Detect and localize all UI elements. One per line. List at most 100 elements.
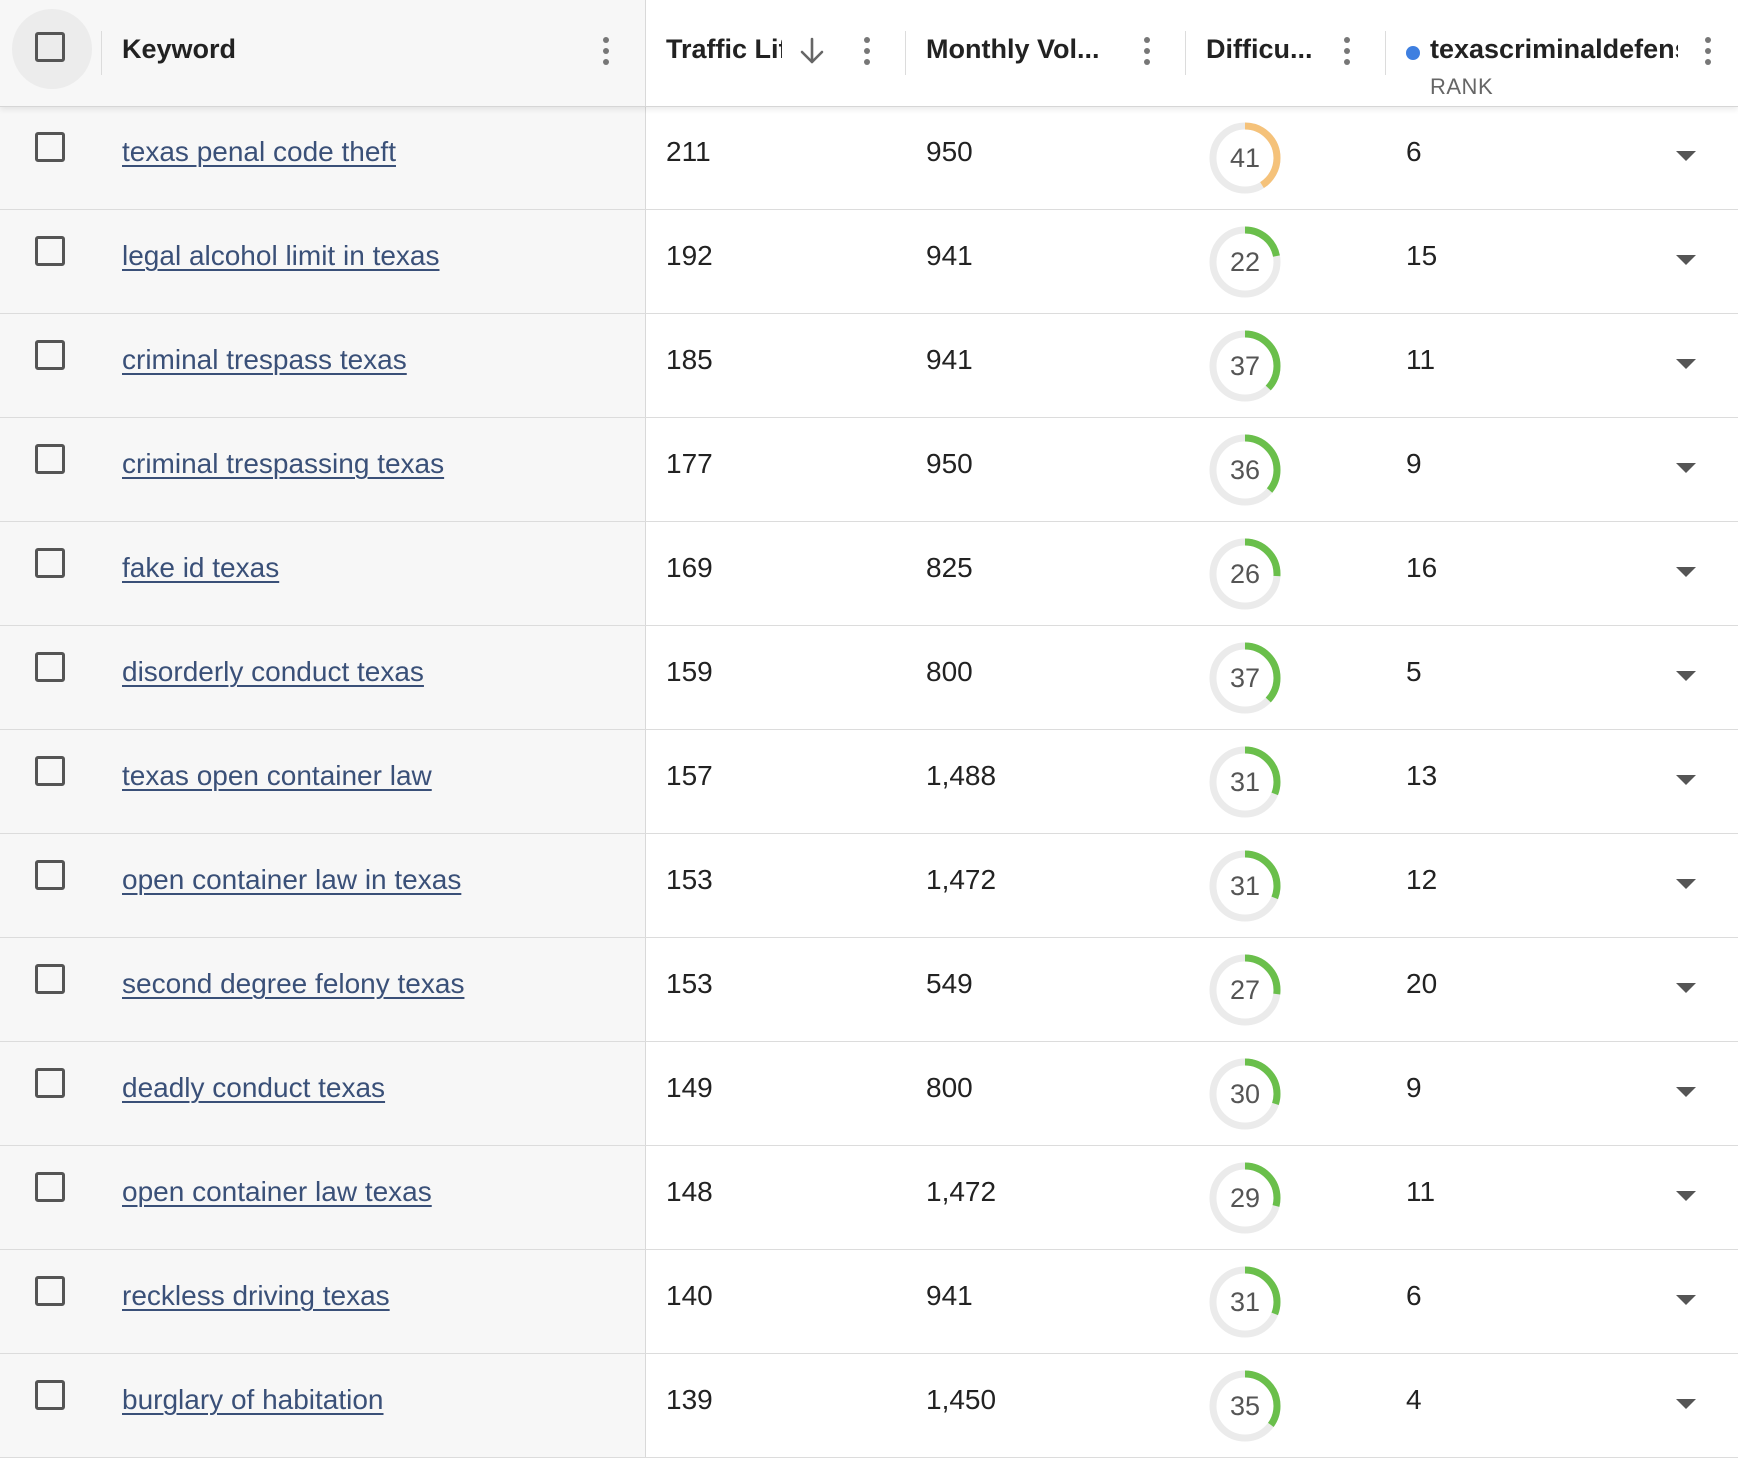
table-row: criminal trespass texas 185 941 37 11: [0, 314, 1738, 418]
expand-row-caret-down-icon[interactable]: [1676, 151, 1696, 161]
keyword-link[interactable]: texas penal code theft: [122, 136, 396, 167]
difficulty-value: 29: [1229, 1183, 1261, 1213]
keyword-cell: texas penal code theft: [0, 106, 646, 209]
volume-header-label[interactable]: Monthly Vol...: [926, 34, 1100, 64]
row-checkbox[interactable]: [35, 964, 65, 994]
traffic-value: 157: [666, 760, 713, 791]
expand-row-caret-down-icon[interactable]: [1676, 463, 1696, 473]
difficulty-ring: 22: [1206, 223, 1284, 301]
expand-row-caret-down-icon[interactable]: [1676, 359, 1696, 369]
keyword-link[interactable]: open container law in texas: [122, 864, 462, 895]
keyword-link[interactable]: second degree felony texas: [122, 968, 465, 999]
table-row: texas open container law 157 1,488 31 13: [0, 730, 1738, 834]
table-header: Keyword Traffic Lif Monthly Vol... Diffi…: [0, 0, 1738, 107]
difficulty-ring: 41: [1206, 119, 1284, 197]
expand-row-caret-down-icon[interactable]: [1676, 255, 1696, 265]
keyword-link[interactable]: fake id texas: [122, 552, 280, 583]
keyword-header-label[interactable]: Keyword: [122, 34, 237, 64]
difficulty-ring: 30: [1206, 1055, 1284, 1133]
row-checkbox[interactable]: [35, 548, 65, 578]
keyword-column-menu-icon[interactable]: [603, 37, 609, 65]
row-checkbox[interactable]: [35, 1068, 65, 1098]
rank-sublabel: RANK: [1430, 74, 1494, 99]
keyword-link[interactable]: texas open container law: [122, 760, 432, 791]
table-row: reckless driving texas 140 941 31 6: [0, 1250, 1738, 1354]
row-checkbox[interactable]: [35, 756, 65, 786]
keyword-link[interactable]: deadly conduct texas: [122, 1072, 386, 1103]
difficulty-ring-icon: [1209, 954, 1281, 1026]
keyword-link[interactable]: burglary of habitation: [122, 1384, 384, 1415]
traffic-value: 149: [666, 1072, 713, 1103]
expand-row-caret-down-icon[interactable]: [1676, 1191, 1696, 1201]
expand-row-caret-down-icon[interactable]: [1676, 671, 1696, 681]
row-checkbox[interactable]: [35, 236, 65, 266]
row-checkbox[interactable]: [35, 132, 65, 162]
volume-column-menu-icon[interactable]: [1144, 37, 1150, 65]
keyword-link[interactable]: criminal trespass texas: [122, 344, 407, 375]
row-checkbox[interactable]: [35, 1276, 65, 1306]
volume-value: 549: [926, 968, 973, 999]
difficulty-ring-icon: [1209, 746, 1281, 818]
row-checkbox[interactable]: [35, 444, 65, 474]
rank-value: 5: [1406, 656, 1422, 687]
volume-value: 941: [926, 344, 973, 375]
difficulty-ring-icon: [1209, 538, 1281, 610]
rank-value: 6: [1406, 1280, 1422, 1311]
row-checkbox[interactable]: [35, 860, 65, 890]
domain-header-label[interactable]: texascriminaldefens: [1430, 34, 1678, 64]
traffic-value: 153: [666, 968, 713, 999]
keyword-link[interactable]: open container law texas: [122, 1176, 432, 1207]
table-row: fake id texas 169 825 26 16: [0, 522, 1738, 626]
expand-row-caret-down-icon[interactable]: [1676, 1087, 1696, 1097]
volume-value: 1,472: [926, 864, 997, 895]
keyword-link[interactable]: criminal trespassing texas: [122, 448, 445, 479]
difficulty-header-label[interactable]: Difficu...: [1206, 34, 1313, 64]
expand-row-caret-down-icon[interactable]: [1676, 1295, 1696, 1305]
table-row: burglary of habitation 139 1,450 35 4: [0, 1354, 1738, 1458]
traffic-column-menu-icon[interactable]: [864, 37, 870, 65]
keyword-link[interactable]: legal alcohol limit in texas: [122, 240, 440, 271]
traffic-value: 211: [666, 136, 711, 167]
table-row: open container law in texas 153 1,472 31…: [0, 834, 1738, 938]
difficulty-ring: 31: [1206, 1263, 1284, 1341]
difficulty-ring: 37: [1206, 639, 1284, 717]
expand-row-caret-down-icon[interactable]: [1676, 775, 1696, 785]
keyword-link[interactable]: disorderly conduct texas: [122, 656, 424, 687]
volume-value: 800: [926, 656, 973, 687]
expand-row-caret-down-icon[interactable]: [1676, 879, 1696, 889]
traffic-value: 169: [666, 552, 713, 583]
domain-column-menu-icon[interactable]: [1705, 37, 1711, 65]
rank-value: 9: [1406, 448, 1422, 479]
rank-value: 15: [1406, 240, 1438, 271]
select-all-checkbox[interactable]: [35, 32, 65, 62]
table-row: texas penal code theft 211 950 41 6: [0, 106, 1738, 210]
sort-descending-icon[interactable]: [798, 36, 826, 66]
select-all-checkbox-wrapper[interactable]: [12, 9, 92, 89]
difficulty-value: 41: [1229, 143, 1261, 173]
keyword-cell: criminal trespass texas: [0, 314, 646, 417]
traffic-header-label[interactable]: Traffic Lif: [666, 34, 782, 64]
expand-row-caret-down-icon[interactable]: [1676, 983, 1696, 993]
traffic-value: 177: [666, 448, 713, 479]
row-checkbox[interactable]: [35, 340, 65, 370]
row-checkbox[interactable]: [35, 1380, 65, 1410]
column-divider: [101, 31, 102, 75]
difficulty-ring: 29: [1206, 1159, 1284, 1237]
volume-value: 1,472: [926, 1176, 997, 1207]
difficulty-ring-icon: [1209, 642, 1281, 714]
keyword-link[interactable]: reckless driving texas: [122, 1280, 390, 1311]
difficulty-column-menu-icon[interactable]: [1344, 37, 1350, 65]
volume-value: 1,450: [926, 1384, 997, 1415]
keyword-cell: criminal trespassing texas: [0, 418, 646, 521]
expand-row-caret-down-icon[interactable]: [1676, 1399, 1696, 1409]
volume-value: 800: [926, 1072, 973, 1103]
difficulty-ring-icon: [1209, 330, 1281, 402]
expand-row-caret-down-icon[interactable]: [1676, 567, 1696, 577]
traffic-value: 139: [666, 1384, 713, 1415]
row-checkbox[interactable]: [35, 1172, 65, 1202]
difficulty-value: 31: [1229, 767, 1261, 797]
row-checkbox[interactable]: [35, 652, 65, 682]
traffic-value: 185: [666, 344, 713, 375]
rank-value: 20: [1406, 968, 1438, 999]
